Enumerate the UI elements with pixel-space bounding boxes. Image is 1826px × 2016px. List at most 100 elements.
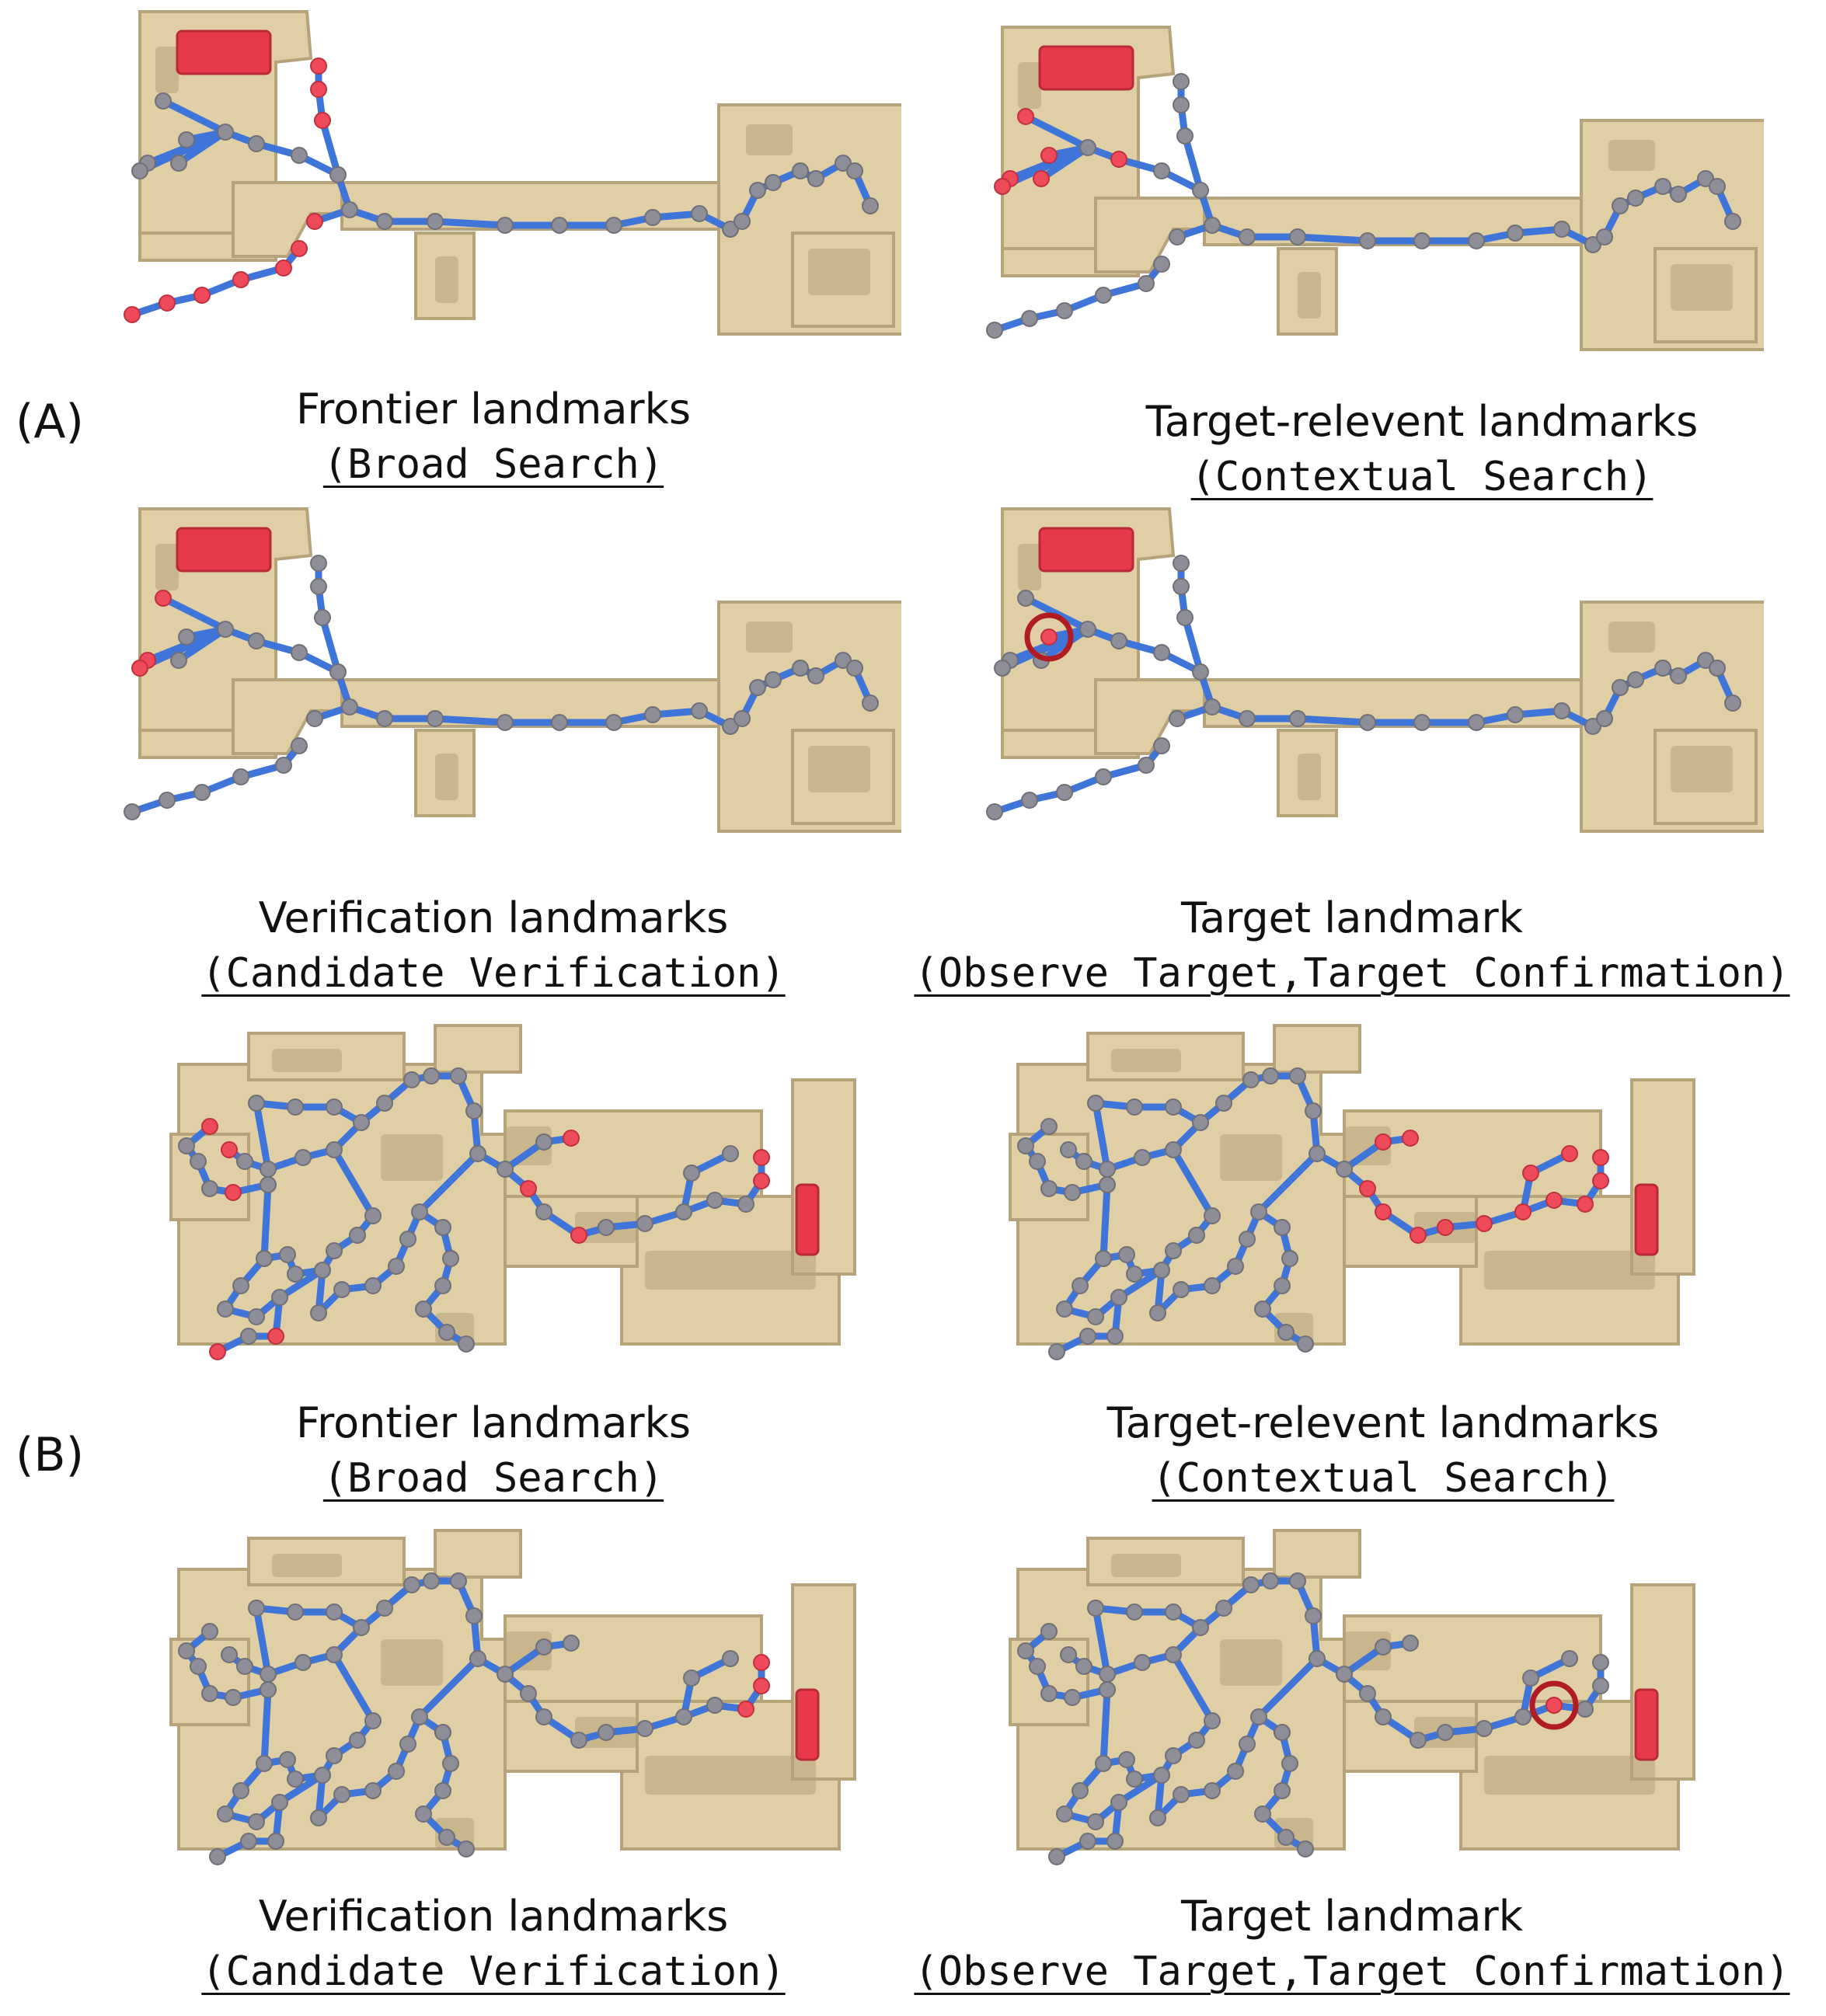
landmark-node [232, 1782, 249, 1799]
landmark-node [291, 147, 308, 164]
caption-title: Verification landmarks [258, 893, 729, 942]
section-label-b: (B) [16, 1428, 84, 1482]
landmark-node [1204, 1277, 1221, 1294]
landmark-node [1289, 228, 1306, 245]
landmark-node [1724, 213, 1741, 230]
landmark-node [1204, 698, 1221, 716]
landmark-node [737, 1196, 754, 1213]
landmark-node [1654, 178, 1671, 195]
landmark-node [1087, 1813, 1104, 1830]
landmark-node [1079, 1833, 1096, 1850]
landmark-node-highlighted [1359, 1180, 1376, 1197]
landmark-node [706, 1697, 723, 1714]
landmark-node [1277, 1324, 1295, 1341]
landmark-node [1126, 1099, 1143, 1116]
landmark-node [1468, 714, 1485, 731]
landmark-node-highlighted [232, 271, 249, 288]
landmark-node [1079, 621, 1096, 638]
landmark-node [178, 1642, 195, 1659]
landmark-node [1239, 228, 1256, 245]
landmark-node [217, 1300, 234, 1318]
landmark-node [131, 162, 148, 179]
landmark-node [1029, 1658, 1046, 1675]
landmark-node [178, 1137, 195, 1154]
landmark-node [1075, 1658, 1092, 1675]
landmark-node [1297, 1840, 1314, 1858]
landmark-node [310, 578, 327, 595]
landmark-node [306, 710, 323, 727]
landmark-node-highlighted [314, 112, 331, 129]
landmark-node [497, 1161, 514, 1178]
landmark-node [644, 209, 661, 226]
landmark-node [248, 135, 265, 152]
landmark-node [1596, 228, 1613, 245]
landmark-node [260, 1681, 277, 1698]
landmark-node [1239, 1736, 1256, 1753]
landmark-node [986, 803, 1003, 820]
furniture-block [1220, 1134, 1282, 1181]
landmark-node-highlighted [201, 1118, 218, 1135]
landmark-node [1095, 1755, 1112, 1772]
landmark-node [807, 170, 824, 187]
furniture-block [1484, 1251, 1655, 1290]
landmark-node [1697, 170, 1714, 187]
landmark-node [310, 1304, 327, 1321]
furniture-block [808, 249, 870, 295]
landmark-node [1087, 1600, 1104, 1617]
caption-title: Target landmark [1181, 893, 1523, 942]
landmark-node [193, 784, 211, 801]
landmark-node [1262, 1572, 1279, 1589]
landmark-node [691, 702, 708, 719]
landmark-node [1507, 706, 1524, 723]
graph-edge [1294, 233, 1371, 245]
landmark-node [236, 1658, 253, 1675]
landmark-node [388, 1763, 405, 1780]
landmark-node [846, 660, 863, 677]
caption-subtitle: (Contextual Search) [1190, 454, 1654, 500]
landmark-node [248, 1095, 265, 1112]
landmark-node [1056, 1300, 1073, 1318]
target-object [176, 527, 272, 573]
landmark-node [1056, 302, 1073, 319]
landmark-node [442, 1250, 459, 1267]
landmark-node [1153, 644, 1170, 661]
landmark-node [1192, 1619, 1209, 1636]
landmark-node [1612, 197, 1629, 214]
landmark-node [1021, 792, 1038, 809]
landmark-node-highlighted [306, 213, 323, 230]
landmark-node [1215, 1600, 1232, 1617]
landmark-node-highlighted [1592, 1149, 1609, 1166]
landmark-node [1697, 652, 1714, 669]
landmark-node [310, 555, 327, 572]
landmark-node [1413, 232, 1430, 249]
landmark-node [349, 1732, 366, 1749]
landmark-node-highlighted [1522, 1165, 1539, 1182]
landmark-node [570, 1732, 587, 1749]
landmark-node [450, 1067, 467, 1085]
landmark-node [427, 213, 444, 230]
landmark-node [458, 1335, 475, 1353]
landmark-node [1176, 127, 1194, 144]
landmark-node [765, 671, 782, 688]
floor-region [1273, 1529, 1361, 1579]
landmark-node-highlighted [1437, 1219, 1454, 1236]
landmark-node [310, 1809, 327, 1826]
landmark-node [438, 1324, 455, 1341]
furniture-block [808, 746, 870, 792]
landmark-node [170, 155, 187, 172]
map-panel-b4 [979, 1523, 1772, 1888]
landmark-node [411, 1203, 428, 1220]
landmark-node [260, 1176, 277, 1193]
landmark-node [1173, 1786, 1190, 1803]
caption-b3: Verification landmarks (Candidate Verifi… [155, 1896, 831, 1997]
landmark-node [1060, 1141, 1077, 1158]
target-object [176, 30, 272, 75]
landmark-node [438, 1829, 455, 1846]
landmark-node [1204, 1712, 1221, 1729]
graph-edge [253, 1099, 272, 1173]
landmark-node [749, 679, 766, 696]
landmark-node [986, 322, 1003, 339]
landmark-node [240, 1833, 257, 1850]
landmark-node [364, 1782, 382, 1799]
furniture-block [645, 1251, 816, 1290]
